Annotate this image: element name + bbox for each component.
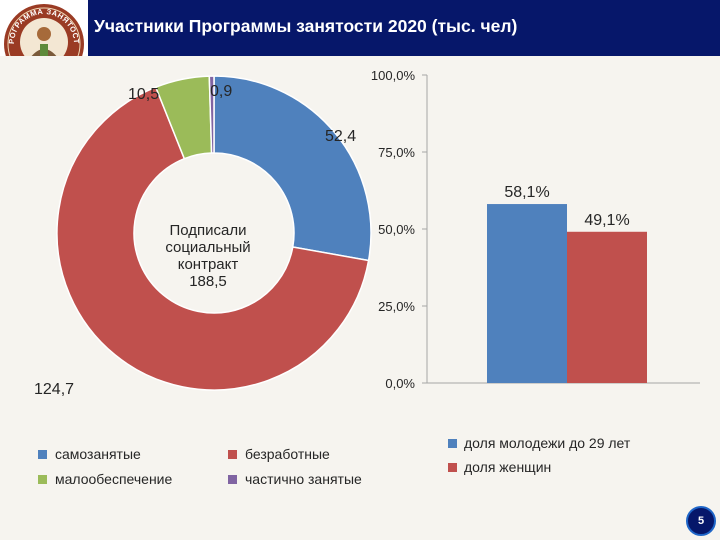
bar-1 (487, 204, 567, 383)
bar-legend-swatch-2 (448, 463, 457, 472)
donut-slice-1 (213, 75, 372, 262)
charts-svg: 52,4 124,7 10,5 0,9 Подписалисоциальныйконтр… (34, 68, 700, 487)
bar-y-tick-label-4: 75,0% (378, 145, 415, 160)
donut-center-label-line-4: 188,5 (189, 273, 227, 290)
bar-legend-label-1: доля молодежи до 29 лет (464, 435, 631, 451)
donut-legend-label-4: частично занятые (245, 471, 362, 487)
bar-data-label-1: 58,1% (504, 184, 549, 201)
donut-legend-swatch-2 (228, 450, 237, 459)
charts-panel: 52,4 124,7 10,5 0,9 Подписали социальный контр… (0, 56, 720, 540)
page-title: Участники Программы занятости 2020 (тыс.… (94, 16, 518, 36)
donut-data-label-2: 124,7 (34, 381, 74, 398)
donut-slice-4 (208, 75, 215, 154)
bar-legend-swatch-1 (448, 439, 457, 448)
donut-legend-swatch-3 (38, 475, 47, 484)
bar-y-tick-label-3: 50,0% (378, 222, 415, 237)
bar-y-tick-label-1: 0,0% (385, 376, 415, 391)
donut-data-label-3: 10,5 (128, 86, 159, 103)
donut-legend-label-2: безработные (245, 446, 330, 462)
page-number-badge: 5 (686, 506, 716, 536)
bar-y-tick-label-2: 25,0% (378, 299, 415, 314)
donut-legend-label-3: малообеспечение (55, 471, 172, 487)
donut-legend-swatch-1 (38, 450, 47, 459)
bar-y-tick-label-5: 100,0% (371, 68, 416, 83)
donut-data-label-4: 0,9 (210, 83, 232, 100)
donut-center-label-line-2: социальный (165, 239, 250, 256)
bar-legend-label-2: доля женщин (464, 459, 551, 475)
donut-center-label-line-1: Подписали (169, 222, 246, 239)
bar-2 (567, 231, 647, 383)
donut-data-label-1: 52,4 (325, 128, 356, 145)
header-bar: Участники Программы занятости 2020 (тыс.… (0, 0, 720, 56)
donut-legend-swatch-4 (228, 475, 237, 484)
donut-slice-2 (56, 86, 370, 391)
donut-center-label-line-3: контракт (178, 256, 239, 273)
bar-data-label-2: 49,1% (584, 212, 629, 229)
donut-legend-label-1: самозанятые (55, 446, 141, 462)
